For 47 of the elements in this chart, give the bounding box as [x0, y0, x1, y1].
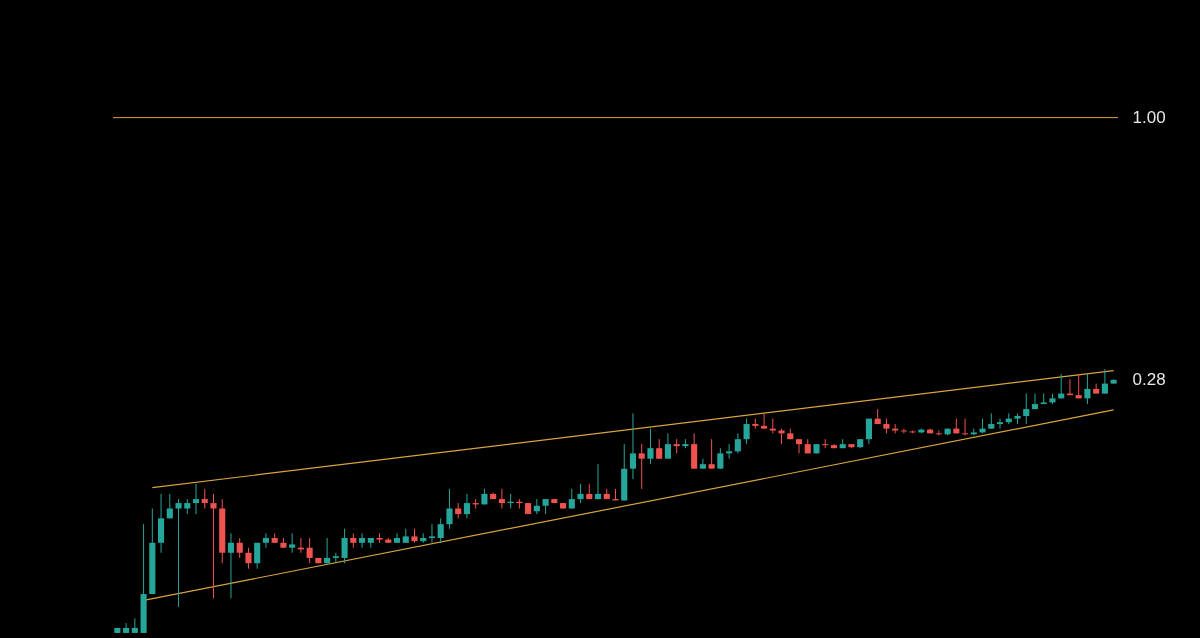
candlestick: [594, 463, 602, 500]
candlestick: [393, 532, 401, 544]
candlestick: [577, 483, 584, 504]
candlestick: [656, 438, 663, 460]
candlestick: [236, 537, 243, 559]
candlestick: [962, 418, 969, 436]
candlestick: [761, 412, 768, 430]
candlestick: [865, 418, 872, 445]
candlestick: [1101, 368, 1108, 395]
candlestick: [463, 493, 470, 519]
candlestick: [717, 447, 724, 470]
candlestick: [734, 432, 741, 454]
candlestick: [498, 488, 505, 509]
candlestick: [629, 412, 637, 480]
candlestick: [175, 498, 182, 608]
candlestick: [254, 542, 261, 570]
candlestick: [1023, 393, 1030, 425]
candlestick: [638, 443, 645, 490]
candlestick: [1075, 373, 1082, 399]
y-tick-label: 1.00: [1132, 108, 1166, 128]
candlestick: [726, 443, 733, 460]
candlestick: [210, 493, 217, 599]
y-tick-label: 0.28: [1132, 370, 1166, 390]
candlestick: [192, 483, 200, 515]
candlestick: [437, 517, 444, 544]
candlestick: [664, 432, 671, 460]
candlestick: [1031, 393, 1039, 410]
candlestick: [446, 488, 453, 530]
candlestick: [647, 428, 654, 465]
candlestick: [743, 418, 750, 445]
candlestick: [166, 493, 173, 519]
candlestick: [359, 532, 366, 549]
candlestick: [699, 458, 706, 470]
candlestick: [708, 438, 715, 470]
candlestick: [341, 528, 348, 564]
candlestick: [1084, 373, 1091, 405]
candlestick: [324, 537, 331, 564]
candlestick: [262, 532, 269, 549]
candlestick: [201, 488, 208, 509]
candlestick: [289, 532, 296, 554]
candlestick: [227, 532, 235, 599]
candlestick: [428, 523, 436, 544]
candlestick: [123, 622, 130, 634]
candlestick: [795, 438, 803, 454]
candlestick: [245, 547, 252, 570]
candlestick: [306, 537, 313, 564]
candlestick: [996, 418, 1004, 430]
